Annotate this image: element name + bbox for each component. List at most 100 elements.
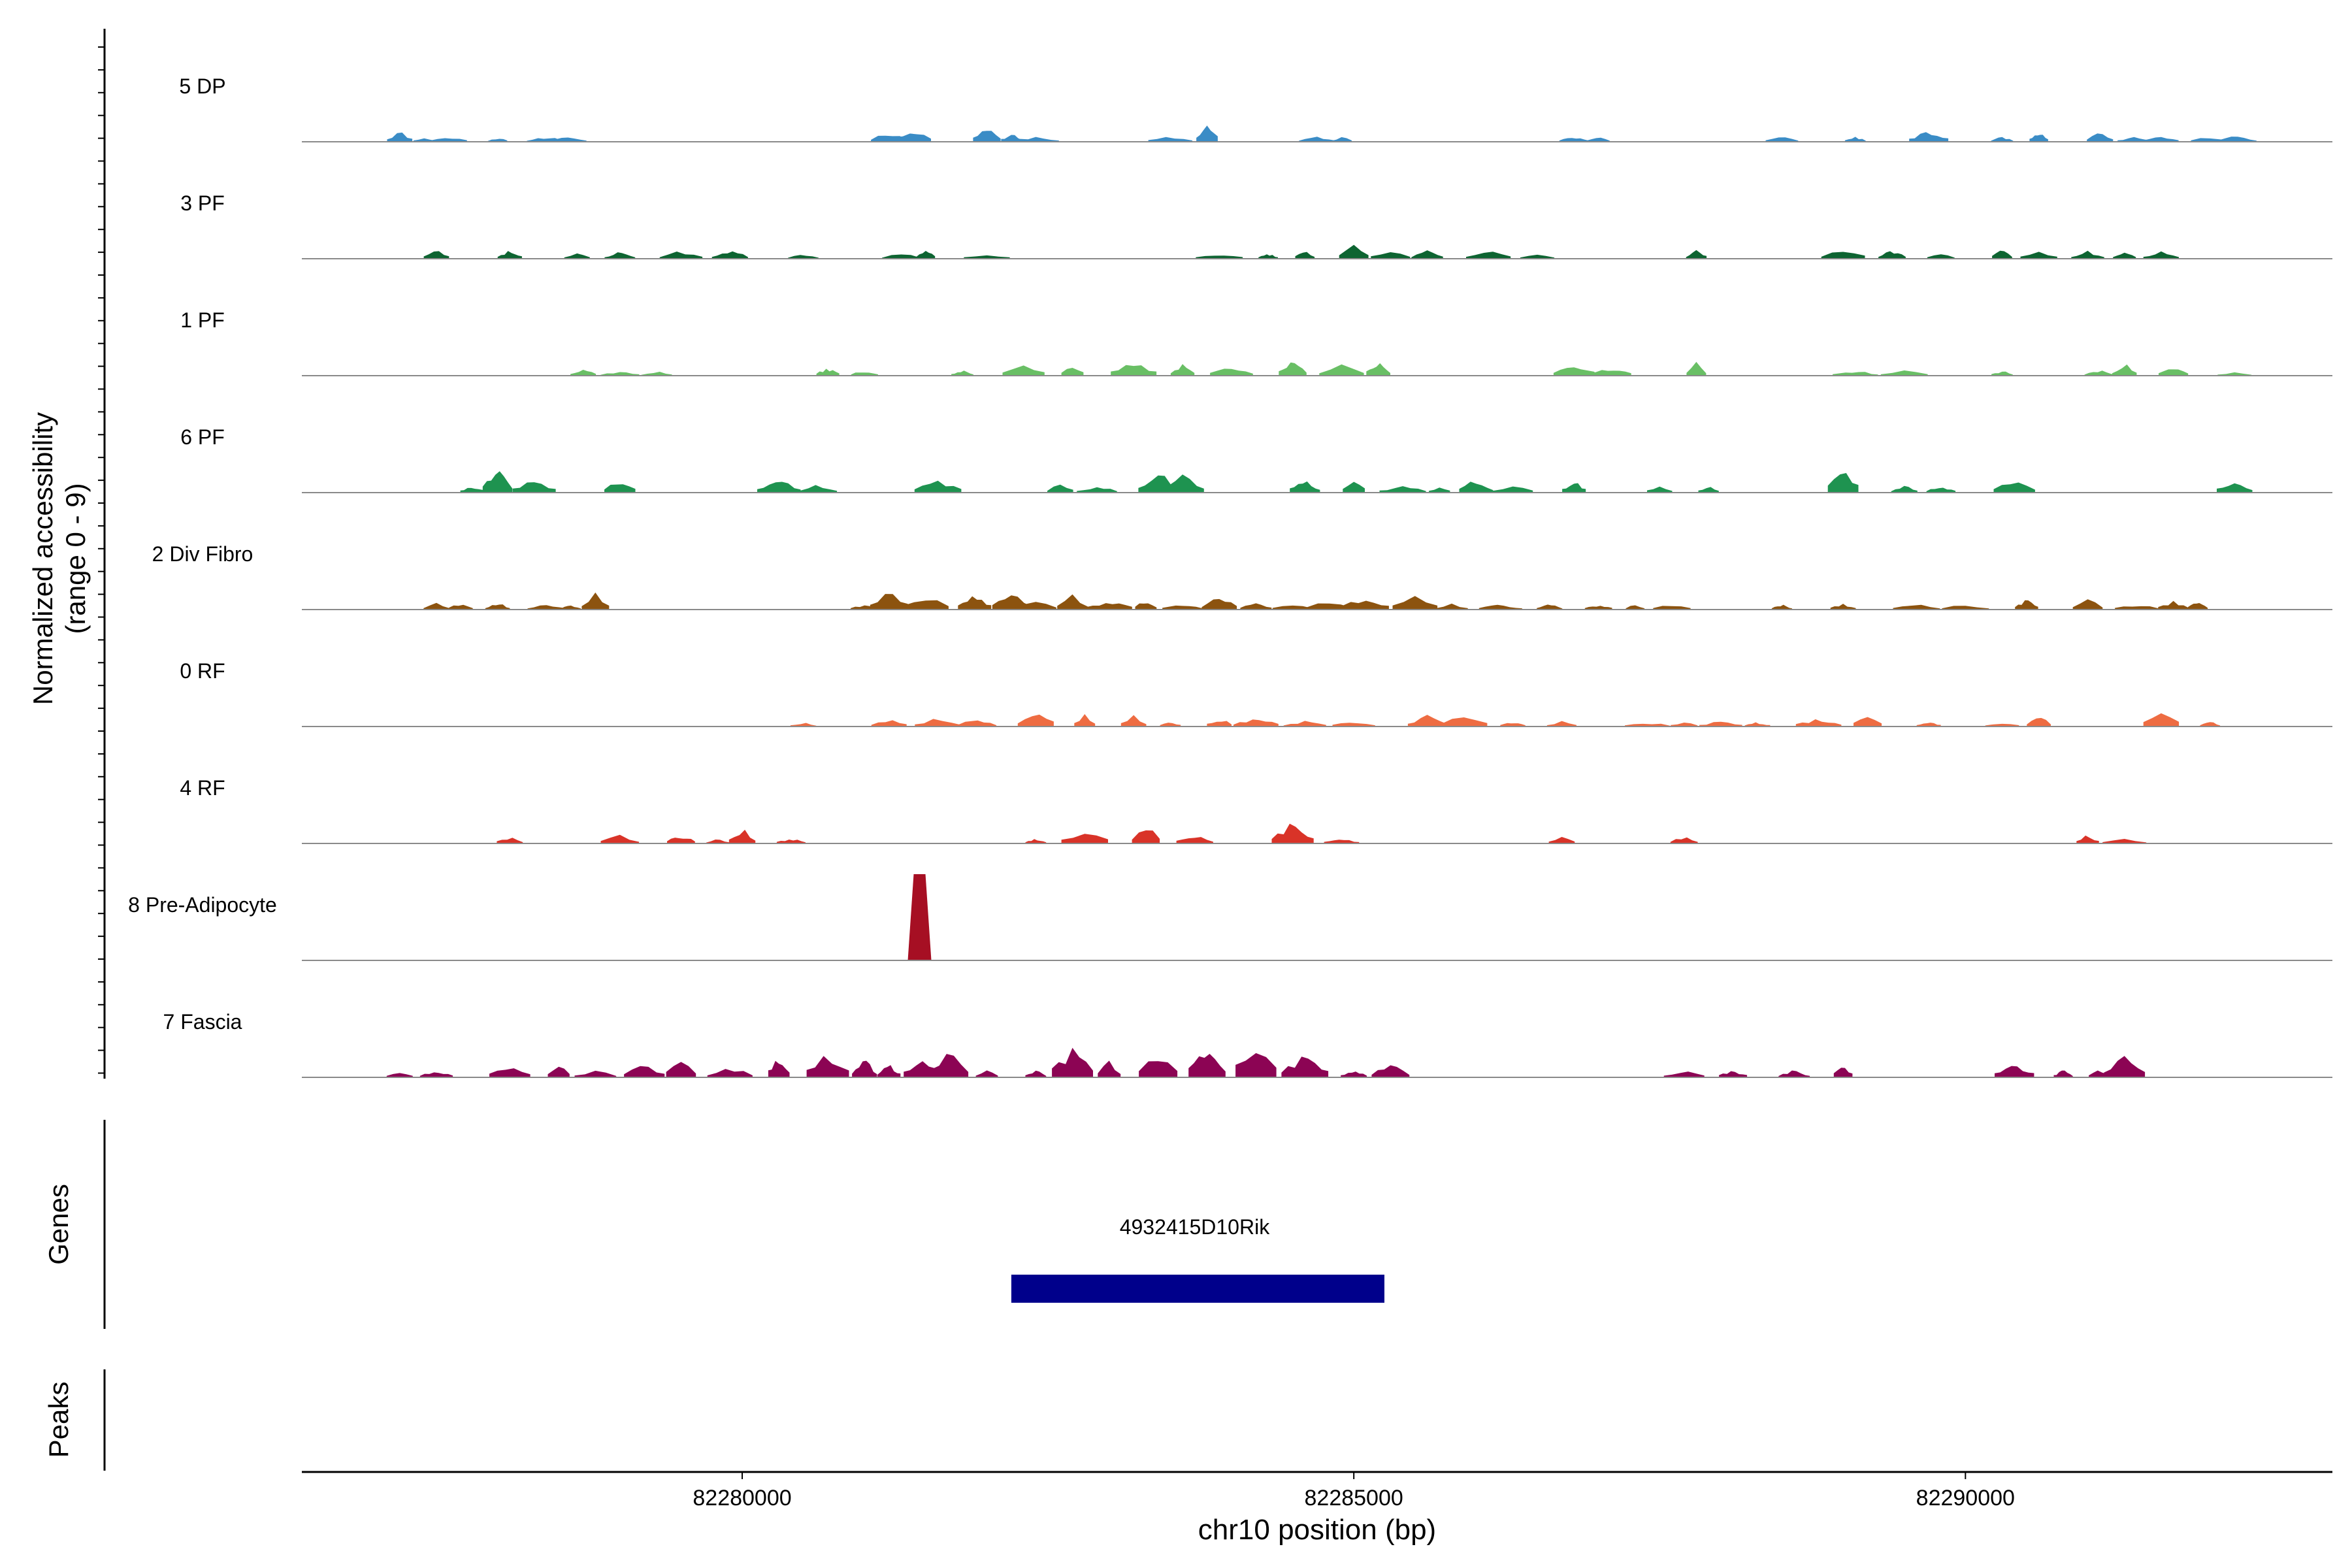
coverage-peak — [460, 487, 486, 493]
coverage-peak — [1188, 1054, 1226, 1077]
coverage-peak — [2200, 722, 2221, 727]
track-label: 4 RF — [180, 776, 225, 800]
coverage-peak — [1170, 364, 1195, 376]
coverage-peak — [1283, 721, 1326, 727]
coverage-peak — [1663, 1071, 1705, 1077]
coverage-peak — [1366, 363, 1390, 376]
coverage-peak — [1686, 250, 1707, 259]
track-0-rf: 0 RF — [180, 659, 2332, 727]
coverage-peak — [896, 133, 931, 142]
coverage-peak — [2217, 372, 2252, 376]
coverage-peak — [788, 255, 819, 259]
coverage-peak — [1440, 717, 1488, 727]
coverage-peak — [485, 604, 510, 610]
coverage-peak — [1371, 252, 1411, 259]
y-axis-label-range: (range 0 - 9) — [60, 483, 91, 634]
coverage-peak — [1196, 255, 1243, 259]
coverage-peak — [1833, 372, 1878, 376]
coverage-peak — [1466, 252, 1511, 259]
coverage-peak — [975, 1070, 998, 1077]
coverage-peak — [1893, 604, 1940, 610]
coverage-peak — [1546, 721, 1576, 727]
peaks-panel: Peaks — [43, 1369, 106, 1471]
coverage-peak — [2113, 252, 2136, 259]
coverage-peak — [1379, 486, 1426, 493]
coverage-peak — [1844, 137, 1866, 142]
coverage-peak — [870, 594, 908, 610]
coverage-peak — [964, 255, 1010, 259]
coverage-peak — [449, 604, 473, 610]
coverage-peak — [757, 482, 801, 493]
coverage-peak — [624, 1066, 665, 1077]
coverage-peak — [973, 131, 1001, 142]
x-axis: 82280000 82285000 82290000 chr10 position … — [302, 1471, 2332, 1546]
coverage-peak — [1240, 603, 1272, 610]
coverage-peak — [1407, 715, 1447, 727]
coverage-peak — [951, 370, 973, 376]
coverage-peak — [1821, 252, 1865, 259]
coverage-peak — [1590, 370, 1631, 376]
coverage-peak — [413, 138, 435, 142]
coverage-tracks: 5 DP 3 PF 1 PF 6 PF 2 Div Fibro 0 RF 4 RF 8 Pre… — [128, 74, 2332, 1078]
coverage-peak — [1991, 137, 2014, 142]
coverage-peak — [570, 370, 596, 376]
coverage-peak — [482, 471, 513, 493]
coverage-peak — [1343, 482, 1365, 493]
coverage-peak — [2027, 717, 2051, 727]
coverage-peak — [1625, 605, 1645, 610]
coverage-peak — [2020, 252, 2057, 259]
track-label: 2 Div Fibro — [152, 542, 253, 566]
coverage-peak — [1878, 251, 1906, 259]
track-label: 0 RF — [180, 659, 225, 683]
genes-panel-label: Genes — [43, 1184, 74, 1265]
coverage-peak — [2212, 137, 2257, 142]
coverage-peak — [1670, 837, 1698, 843]
coverage-peak — [1160, 723, 1181, 727]
coverage-peak — [1500, 723, 1526, 727]
coverage-peak — [564, 253, 590, 259]
coverage-peak — [907, 874, 932, 960]
coverage-peak — [1647, 486, 1673, 493]
coverage-peak — [1795, 719, 1842, 727]
coverage-peak — [581, 592, 610, 610]
coverage-peak — [574, 1070, 617, 1077]
track-label: 1 PF — [180, 308, 225, 332]
coverage-peak — [1012, 137, 1059, 142]
coverage-peak — [1371, 1065, 1410, 1077]
coverage-peak — [1548, 837, 1575, 843]
coverage-peak — [641, 372, 672, 376]
coverage-peak — [604, 484, 636, 493]
coverage-peak — [2143, 713, 2180, 727]
coverage-peak — [1061, 368, 1084, 376]
coverage-peak — [600, 372, 640, 376]
coverage-peak — [1559, 138, 1589, 142]
y-axis — [98, 29, 106, 1079]
coverage-peak — [1196, 125, 1218, 142]
coverage-peak — [1537, 604, 1563, 610]
coverage-peak — [1341, 1071, 1367, 1077]
coverage-peak — [1271, 823, 1314, 843]
coverage-peak — [423, 251, 449, 259]
coverage-peak — [1086, 603, 1132, 610]
coverage-peak — [1324, 840, 1360, 843]
track-6-pf: 6 PF — [180, 425, 2332, 493]
coverage-peak — [386, 1073, 413, 1077]
coverage-peak — [1281, 1056, 1329, 1077]
x-tick-label: 82280000 — [693, 1486, 791, 1511]
coverage-peak — [1207, 721, 1232, 727]
coverage-peak — [1343, 600, 1389, 610]
x-axis-label: chr10 position (bp) — [1198, 1514, 1436, 1546]
coverage-peak — [932, 1054, 969, 1077]
coverage-peak — [2084, 370, 2115, 376]
coverage-peak — [871, 720, 907, 727]
coverage-peak — [806, 1056, 849, 1077]
coverage-peak — [1698, 487, 1719, 493]
coverage-peak — [527, 605, 566, 610]
coverage-peak — [1587, 137, 1610, 142]
coverage-peak — [953, 720, 997, 727]
coverage-peak — [1074, 714, 1096, 727]
coverage-peak — [851, 372, 878, 376]
coverage-peak — [2029, 135, 2048, 142]
coverage-peak — [1025, 839, 1047, 843]
